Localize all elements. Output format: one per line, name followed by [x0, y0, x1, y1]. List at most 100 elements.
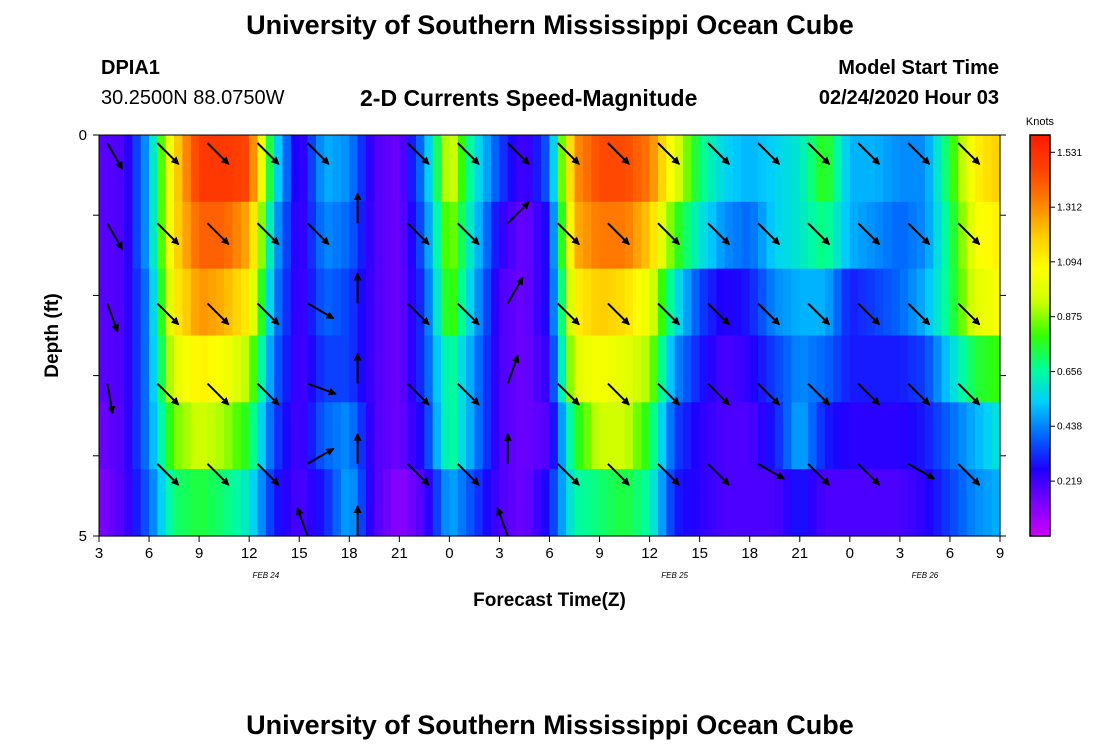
heatmap-cell — [616, 469, 626, 537]
heatmap-cell — [682, 469, 692, 537]
heatmap-cell — [174, 402, 184, 470]
heatmap-cell — [557, 402, 567, 470]
heatmap-cell — [908, 335, 918, 403]
heatmap-cell — [624, 402, 634, 470]
heatmap-cell — [215, 335, 225, 403]
heatmap-cell — [858, 135, 868, 203]
heatmap-cell — [132, 135, 142, 203]
heatmap-cell — [924, 201, 934, 270]
heatmap-cell — [190, 335, 200, 403]
heatmap-cell — [374, 201, 384, 270]
current-arrow — [907, 462, 936, 480]
currents-heatmap-chart: 3 6 9 12 15 18 21 0 3 6 9 12 15 18 21 0 3 6 9 FEB 24 FEB 25 F… — [42, 116, 1082, 611]
current-arrow — [406, 142, 430, 165]
heatmap-cell — [949, 135, 959, 203]
x-tick-label: 15 — [291, 545, 308, 562]
heatmap-cell — [265, 268, 275, 337]
x-tick-label: 12 — [241, 545, 258, 562]
heatmap-cell — [532, 335, 542, 403]
heatmap-cell — [541, 335, 551, 403]
heatmap-cell — [149, 201, 158, 270]
heatmap-cell — [390, 268, 400, 337]
heatmap-cell — [157, 335, 167, 403]
current-arrow — [496, 506, 509, 537]
current-arrow — [857, 382, 881, 406]
heatmap-cell — [883, 402, 893, 470]
heatmap-cell — [624, 268, 634, 337]
heatmap-cell — [616, 335, 626, 403]
heatmap-cell — [132, 201, 142, 270]
heatmap-cell — [282, 135, 292, 203]
heatmap-cell — [591, 201, 601, 270]
heatmap-cell — [766, 335, 776, 403]
heatmap-cell — [799, 469, 809, 537]
heatmap-cell — [132, 268, 142, 337]
x-tick-label: 6 — [545, 545, 553, 562]
heatmap-cell — [499, 135, 509, 203]
heatmap-cell — [115, 335, 125, 403]
heatmap-cell — [457, 135, 467, 203]
heatmap-cell — [891, 402, 901, 470]
heatmap-cell — [265, 335, 275, 403]
x-tick-label: 9 — [195, 545, 203, 562]
heatmap-cell — [115, 135, 125, 203]
heatmap-cell — [190, 201, 200, 270]
heatmap-cell — [983, 201, 993, 270]
heatmap-cell — [858, 402, 868, 470]
heatmap-cell — [933, 135, 943, 203]
heatmap-cell — [299, 135, 309, 203]
heatmap-cell — [849, 469, 859, 537]
heatmap-cell — [165, 469, 175, 537]
heatmap-cell — [883, 268, 893, 337]
heatmap-cell — [632, 268, 642, 337]
heatmap-cell — [157, 469, 167, 537]
current-arrow — [206, 463, 230, 486]
heatmap-cell — [666, 135, 676, 203]
current-arrow — [156, 142, 180, 165]
heatmap-cell — [858, 201, 868, 270]
heatmap-cell — [574, 469, 584, 537]
heatmap-cell — [199, 201, 209, 270]
heatmap-cell — [382, 201, 392, 270]
heatmap-cell — [557, 135, 567, 203]
heatmap-cell — [799, 335, 809, 403]
heatmap-cell — [107, 469, 117, 537]
heatmap-cell — [924, 135, 934, 203]
heatmap-cell — [849, 135, 859, 203]
heatmap-cell — [641, 201, 651, 270]
heatmap-cell — [232, 135, 242, 203]
current-arrow — [406, 302, 430, 326]
heatmap-cell — [466, 402, 476, 470]
heatmap-cell — [315, 335, 325, 403]
heatmap-cell — [749, 335, 759, 403]
current-arrow — [256, 302, 280, 326]
heatmap-cell — [841, 402, 851, 470]
heatmap-cell — [566, 268, 576, 337]
heatmap-cell — [274, 135, 284, 203]
heatmap-cell — [340, 469, 350, 537]
heatmap-cell — [741, 335, 751, 403]
heatmap-cell — [607, 268, 617, 337]
heatmap-cell — [749, 268, 759, 337]
heatmap-cell — [599, 469, 609, 537]
heatmap-cell — [674, 469, 684, 537]
current-arrow — [507, 201, 530, 224]
heatmap-cell — [549, 469, 559, 537]
heatmap-cell — [874, 201, 884, 270]
heatmap-cell — [549, 201, 559, 270]
heatmap-cell — [708, 201, 717, 270]
current-arrow — [406, 222, 430, 246]
heatmap-cell — [374, 335, 384, 403]
heatmap-cell — [833, 335, 843, 403]
heatmap-cell — [149, 469, 158, 537]
current-arrow — [156, 463, 180, 486]
heatmap-cell — [224, 335, 234, 403]
heatmap-cell — [432, 469, 442, 537]
heatmap-cell — [974, 268, 984, 337]
heatmap-cell — [716, 268, 726, 337]
heatmap-cell — [299, 402, 309, 470]
heatmap-cell — [240, 469, 250, 537]
current-arrow — [507, 142, 530, 165]
heatmap-cell — [491, 335, 501, 403]
heatmap-cell — [349, 469, 359, 537]
